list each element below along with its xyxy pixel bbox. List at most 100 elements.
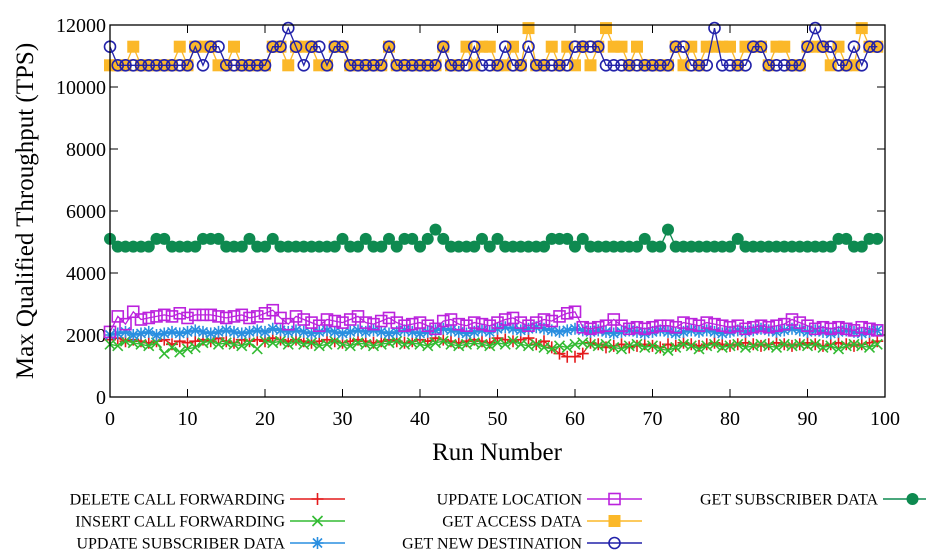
data-point [212, 310, 225, 323]
data-point [274, 324, 287, 337]
data-point [824, 240, 837, 253]
data-point [414, 327, 426, 340]
data-point [421, 232, 434, 245]
data-point [615, 40, 628, 53]
data-point [600, 338, 612, 350]
data-point [514, 59, 528, 72]
data-point [622, 59, 636, 72]
data-point [801, 319, 814, 333]
data-point [328, 240, 341, 253]
data-point [219, 59, 233, 72]
data-point [150, 329, 163, 341]
data-point [692, 319, 706, 333]
data-point [545, 324, 558, 337]
data-point [584, 40, 597, 54]
data-point [653, 319, 667, 333]
data-point [406, 232, 419, 245]
data-point [445, 324, 457, 337]
y-tick-label: 4000 [66, 263, 106, 285]
data-point [646, 59, 659, 72]
data-point [491, 232, 504, 245]
data-point [855, 320, 869, 334]
data-point [832, 320, 845, 334]
x-tick-label: 80 [720, 408, 740, 430]
y-tick-label: 2000 [66, 325, 106, 347]
data-point [677, 40, 690, 54]
data-point [592, 338, 605, 351]
data-point [359, 59, 373, 72]
data-point [755, 339, 767, 352]
data-point [142, 325, 155, 338]
data-point [297, 325, 310, 338]
data-point [530, 338, 542, 350]
data-point [631, 338, 643, 350]
data-point [321, 338, 333, 350]
data-point [483, 240, 496, 253]
data-point [638, 327, 651, 340]
data-point [754, 319, 768, 333]
data-point [157, 59, 171, 72]
data-point [452, 325, 465, 338]
data-point [173, 59, 187, 72]
data-point [468, 325, 481, 338]
data-point [561, 341, 573, 353]
data-point [259, 325, 271, 338]
data-point [344, 325, 357, 338]
data-point [646, 320, 659, 334]
data-point [126, 59, 140, 72]
data-point [437, 232, 450, 245]
data-point [282, 325, 295, 338]
data-point [716, 327, 729, 340]
data-point [189, 335, 202, 348]
data-point [506, 311, 520, 325]
data-point [708, 325, 721, 338]
data-point [871, 338, 883, 350]
data-point [375, 325, 388, 338]
data-point [832, 59, 845, 72]
data-point [398, 319, 411, 333]
data-point [336, 327, 349, 340]
data-point [250, 310, 264, 323]
data-point [258, 306, 272, 320]
data-point [212, 40, 225, 54]
data-point [638, 322, 652, 336]
series-line [109, 309, 878, 333]
data-point [700, 59, 714, 72]
data-point [112, 340, 124, 352]
data-point [863, 322, 876, 336]
data-point [290, 324, 302, 337]
data-point [731, 232, 744, 245]
data-point [359, 232, 372, 245]
data-point [840, 232, 853, 245]
data-point [847, 40, 861, 54]
data-point [475, 317, 489, 331]
legend-marker [906, 493, 919, 505]
data-point [832, 343, 845, 355]
data-point [746, 40, 760, 54]
data-point [739, 59, 752, 72]
legend-label: GET ACCESS DATA [442, 514, 582, 531]
data-point [553, 325, 566, 338]
data-point [607, 59, 621, 72]
legend-label: UPDATE LOCATION [437, 492, 583, 509]
data-point [537, 59, 551, 72]
data-point [638, 59, 652, 72]
data-point [227, 310, 241, 323]
data-point [212, 325, 225, 338]
data-point [134, 313, 148, 326]
data-point [576, 347, 589, 360]
data-point [870, 40, 884, 54]
data-point [398, 324, 411, 337]
y-tick-label: 0 [96, 387, 106, 409]
data-point [855, 59, 869, 72]
data-point [383, 232, 395, 245]
legend-marker [311, 493, 324, 505]
data-point [669, 40, 683, 54]
x-tick-label: 30 [333, 408, 353, 430]
data-point [506, 59, 520, 72]
data-point [786, 322, 798, 335]
data-point [553, 59, 566, 72]
axis-ticks: 0 10 20 30 40 50 60 70 80 90 100 0 2000 4000 6000 8000 1… [56, 15, 900, 430]
data-point [165, 310, 179, 323]
data-point [498, 40, 512, 54]
